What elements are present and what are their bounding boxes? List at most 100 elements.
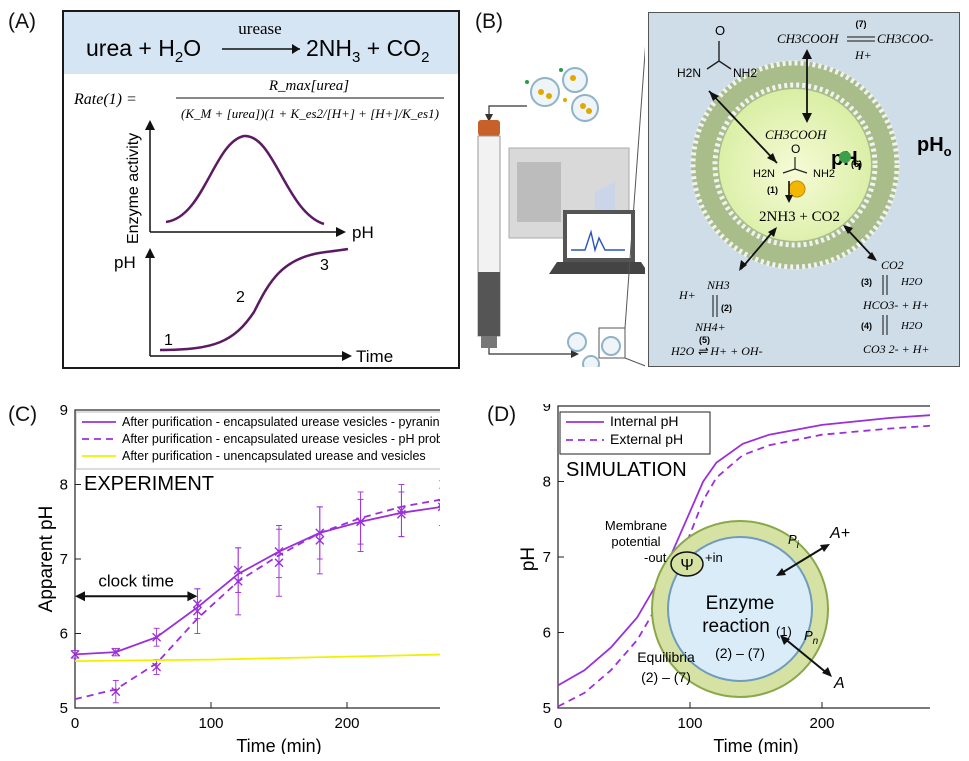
chart-d-x-tick-label: 100 <box>677 715 702 732</box>
zoom-line-bottom <box>624 357 645 367</box>
panel-label-d: (D) <box>487 403 517 426</box>
equation-arrowhead <box>292 44 300 54</box>
column-cap <box>478 120 500 136</box>
step-5-label: (5) <box>699 335 710 345</box>
urea-outside-nh2: NH2 <box>733 66 757 80</box>
chart-d-y-axis-label: pH <box>518 547 539 571</box>
zoom-box <box>598 327 626 359</box>
panel-label-c: (C) <box>8 403 38 426</box>
chart-c-data-point <box>152 627 162 647</box>
pyranine-probe <box>839 151 851 163</box>
equilibria-label: Equilibria <box>637 649 695 665</box>
activity-y-label: Enzyme activity <box>125 133 142 244</box>
chart-c-legend-entry-3: After purification - unencapsulated urea… <box>122 449 426 463</box>
enzyme-label: Enzyme <box>706 593 775 614</box>
chart-c-data-point <box>111 647 121 657</box>
panel-label-b: (B) <box>475 10 503 33</box>
out-label: -out <box>644 550 667 565</box>
pi-label: Pi <box>788 532 800 551</box>
rate-numerator: R_max[urea] <box>268 78 349 94</box>
laptop-keyboard <box>549 262 645 274</box>
chart-d-legend-entry-1: Internal pH <box>610 413 678 429</box>
reaction-equation-band <box>64 12 458 74</box>
chart-c-in-plot-title: EXPERIMENT <box>84 473 214 495</box>
psi-symbol: Ψ <box>680 557 693 574</box>
urea-outside-o: O <box>715 23 725 38</box>
chart-c-data-point <box>396 484 406 538</box>
chart-d-y-tick-label: 5 <box>543 700 551 717</box>
co2-outside: CO2 <box>881 258 904 272</box>
panel-b-illustration <box>477 46 645 367</box>
fluorimeter-module <box>517 162 561 222</box>
a-plus-label: A+ <box>829 525 850 542</box>
pn-label: Pn <box>804 628 819 647</box>
step-4-label: (4) <box>861 321 872 331</box>
phase-label-3: 3 <box>320 257 329 274</box>
chart-c-data-point <box>70 649 80 659</box>
step-6-label: (6) <box>851 159 862 169</box>
nh3-transport-arrow <box>740 228 776 270</box>
outlet-arrow <box>488 348 573 355</box>
ph-outer: pHo <box>917 134 952 159</box>
in-label: +in <box>705 550 723 565</box>
chart-c-legend-entry-2: After purification - encapsulated urease… <box>122 432 440 446</box>
step-7-label: (7) <box>856 19 867 29</box>
chart-d-series-line-1 <box>557 414 930 687</box>
reaction-step-label: (1) <box>776 624 792 639</box>
urea-inside-o: O <box>791 142 800 156</box>
chart-c-y-tick-label: 9 <box>60 404 68 419</box>
acetate: CH3COO- <box>877 31 933 46</box>
chart-c-y-tick-label: 8 <box>60 477 68 494</box>
ammonia: NH3 <box>706 278 730 292</box>
chart-c-x-tick-label: 200 <box>334 715 359 732</box>
column-outlet <box>481 336 497 348</box>
panel-a: urea + H2O urease 2NH3 + CO2 Rate(1) = R… <box>62 10 460 369</box>
chart-d-y-tick-label: 8 <box>543 474 551 491</box>
urea-inside-nh2: NH2 <box>813 168 835 180</box>
chart-d-y-tick-label: 6 <box>543 625 551 642</box>
vesicle-model-inset: Ψ Membrane potential -out +in Enzyme rea… <box>605 518 850 698</box>
chart-c-y-tick-label: 7 <box>60 551 68 568</box>
chart-c-data-point <box>152 659 162 675</box>
rate-label: Rate(1) = <box>73 91 137 108</box>
chart-c-y-tick-label: 6 <box>60 626 68 643</box>
activity-x-arrowhead <box>336 227 346 237</box>
carbonate: CO3 2- + H+ <box>863 342 930 356</box>
equation-rhs: 2NH3 + CO2 <box>306 35 429 66</box>
chart-c-series-line-3 <box>74 653 440 662</box>
chart-c-x-tick-label: 100 <box>198 715 223 732</box>
time-x-arrowhead <box>342 351 352 361</box>
urea-inside-h2n: H2N <box>753 168 775 180</box>
bicarbonate-water: H2O <box>900 320 922 332</box>
chart-d-series-line-2 <box>557 424 930 708</box>
chart-c: 010020030056789After purification - enca… <box>36 404 440 754</box>
urea-inside-bonds <box>782 157 808 174</box>
membrane-potential-symbol <box>670 551 704 577</box>
outer-steps-label: (2) – (7) <box>641 669 691 685</box>
co2-water: H2O <box>900 276 922 288</box>
vesicle-cluster-top <box>525 67 599 122</box>
chart-d-in-plot-title: SIMULATION <box>566 459 687 481</box>
time-y-arrowhead <box>145 248 155 258</box>
chart-d-x-tick-label: 200 <box>809 715 834 732</box>
chart-c-y-axis-label: Apparent pH <box>36 506 57 613</box>
laptop-screen <box>567 214 631 258</box>
urea-outside-h2n: H2N <box>677 66 701 80</box>
vesicle-bottom-3 <box>582 355 600 367</box>
ammonia-proton: H+ <box>678 288 696 302</box>
chart-c-x-tick-label: 0 <box>71 715 79 732</box>
ph-sigmoid-curve <box>159 247 349 352</box>
activity-x-label: pH <box>352 223 374 242</box>
vesicle-diagram: O H2N NH2 CH3COOH CH3COO- (7) H+ CH3COOH… <box>670 19 952 358</box>
activity-bell-curve <box>165 134 325 226</box>
clock-time-arrowhead-left <box>75 591 85 602</box>
acetic-outside: CH3COOH <box>777 31 839 46</box>
chart-d-legend-entry-2: External pH <box>610 431 683 447</box>
chart-c-legend-entry-1: After purification - encapsulated urease… <box>122 415 440 429</box>
chart-c-legend-box <box>75 411 440 470</box>
water-dissociation: H2O ⇌ H+ + OH- <box>670 344 763 358</box>
chart-c-data-point <box>437 480 440 526</box>
panel-a-svg: urea + H2O urease 2NH3 + CO2 Rate(1) = R… <box>73 19 444 366</box>
